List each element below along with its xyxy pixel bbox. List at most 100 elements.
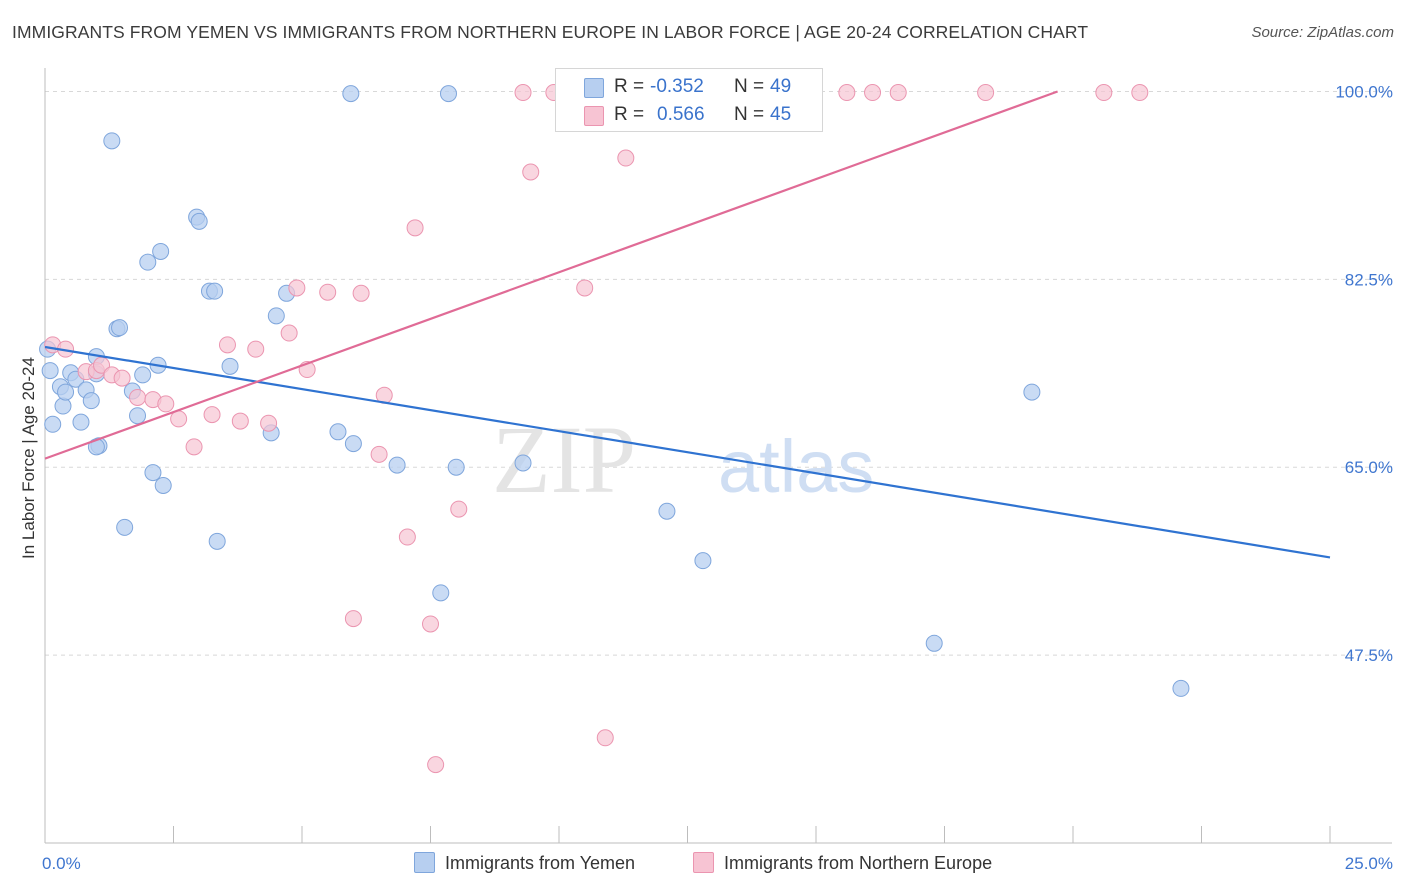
legend-n-label: N = [734,104,765,125]
point-yemen [139,253,157,271]
point-yemen [925,634,943,652]
point-northern-europe [260,414,278,432]
point-northern-europe [596,729,614,747]
legend-row-yemen: R = -0.352 N = 49 [556,73,822,101]
point-northern-europe [576,279,594,297]
point-northern-europe [617,149,635,167]
point-yemen [41,362,59,380]
point-northern-europe [427,756,445,774]
point-northern-europe [889,84,907,102]
legend-n-value: 49 [770,76,792,97]
x-tick-label: 25.0% [1345,854,1393,873]
point-yemen [447,458,465,476]
point-yemen [57,383,75,401]
point-yemen [267,307,285,325]
y-tick-label: 100.0% [1335,82,1393,101]
legend-item-northern-europe[interactable]: Immigrants from Northern Europe [693,852,992,874]
point-northern-europe [185,438,203,456]
series-northern-europe-points [44,84,1149,774]
point-yemen [221,357,239,375]
legend-swatch-yemen [584,78,604,98]
point-yemen [344,435,362,453]
point-yemen [694,552,712,570]
point-northern-europe [344,610,362,628]
point-yemen [658,502,676,520]
point-yemen [82,392,100,410]
source-credit: Source: ZipAtlas.com [1251,24,1394,41]
legend-row-northern-europe: R = 0.566 N = 45 [556,101,822,129]
legend-n-value: 45 [770,104,792,125]
point-northern-europe [838,84,856,102]
point-northern-europe [280,324,298,342]
legend-swatch-northern-europe [693,852,714,873]
point-yemen [72,413,90,431]
legend-r-label: R = [614,104,645,125]
point-yemen [116,518,134,536]
legend-item-yemen[interactable]: Immigrants from Yemen [414,852,635,874]
point-northern-europe [247,340,265,358]
point-northern-europe [218,336,236,354]
legend-r-label: R = [614,76,645,97]
watermark: ZIP atlas [492,406,874,513]
point-yemen [388,456,406,474]
point-yemen [206,282,224,300]
point-yemen [87,438,105,456]
point-yemen [111,319,129,337]
trend-line-yemen [44,345,1331,559]
point-northern-europe [319,283,337,301]
point-northern-europe [203,406,221,424]
point-northern-europe [406,219,424,237]
point-yemen [342,85,360,103]
watermark-zip: ZIP [492,406,636,513]
legend-swatch-yemen [414,852,435,873]
y-axis-label: In Labor Force | Age 20-24 [19,357,38,559]
legend-swatch-northern-europe [584,106,604,126]
point-northern-europe [522,163,540,181]
point-northern-europe [231,412,249,430]
x-tick-label: 0.0% [42,854,81,873]
point-yemen [103,132,121,150]
point-yemen [329,423,347,441]
point-yemen [134,366,152,384]
point-yemen [208,532,226,550]
axes [44,68,1392,844]
watermark-atlas: atlas [718,425,874,508]
point-yemen [144,464,162,482]
point-yemen [1023,383,1041,401]
point-yemen [439,85,457,103]
series-yemen-points [39,85,1190,697]
point-yemen [514,454,532,472]
series-legend: Immigrants from Yemen Immigrants from No… [0,852,1406,878]
point-yemen [129,407,147,425]
trend-lines [44,90,1331,559]
chart-title: IMMIGRANTS FROM YEMEN VS IMMIGRANTS FROM… [12,22,1089,42]
point-yemen [152,242,170,260]
point-northern-europe [113,369,131,387]
legend-r-value: -0.352 [650,76,704,97]
legend-label-yemen: Immigrants from Yemen [445,853,636,873]
trend-line-northern-europe [44,90,1058,460]
point-northern-europe [864,84,882,102]
y-tick-label: 65.0% [1345,458,1393,477]
point-northern-europe [129,388,147,406]
point-northern-europe [157,395,175,413]
point-northern-europe [422,615,439,633]
point-northern-europe [352,284,370,302]
point-northern-europe [398,528,416,546]
point-yemen [44,415,62,433]
legend-r-value: 0.566 [657,104,705,125]
point-yemen [54,397,72,415]
legend-n-label: N = [734,76,765,97]
point-northern-europe [370,445,388,463]
point-yemen [1172,679,1190,697]
legend-label-northern-europe: Immigrants from Northern Europe [724,853,993,873]
tick-labels: 47.5% 65.0% 82.5% 100.0% 0.0% 25.0% [42,82,1393,873]
point-yemen [190,212,208,230]
point-northern-europe [1131,84,1149,102]
point-northern-europe [288,279,306,297]
point-northern-europe [514,84,532,102]
point-yemen [432,584,450,602]
point-northern-europe [1095,84,1113,102]
point-yemen [154,476,172,494]
